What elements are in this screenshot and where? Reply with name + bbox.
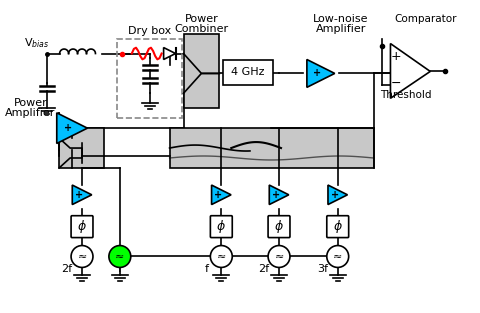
Text: ≈: ≈ [115,251,124,261]
Text: +: + [391,50,402,63]
Text: f: f [204,264,208,275]
Text: Power: Power [13,98,47,108]
Polygon shape [328,185,348,205]
Bar [59,128,104,168]
Text: ≈: ≈ [216,251,226,261]
Text: 3f: 3f [317,264,328,275]
Text: −: − [391,77,402,90]
FancyBboxPatch shape [327,216,348,238]
Text: +: + [215,190,223,200]
Text: +: + [313,69,321,79]
Text: +: + [75,190,84,200]
Circle shape [109,245,131,267]
Text: $\phi$: $\phi$ [77,218,87,235]
Text: Amplifier: Amplifier [5,108,56,118]
Polygon shape [212,185,231,205]
Text: ≈: ≈ [333,251,342,261]
Text: Low-noise: Low-noise [313,14,369,24]
Text: Combiner: Combiner [174,24,228,34]
Circle shape [210,245,232,267]
Text: +: + [272,190,280,200]
Polygon shape [72,185,92,205]
FancyBboxPatch shape [223,60,273,85]
Bar [169,128,373,168]
Circle shape [71,245,93,267]
Text: Threshold: Threshold [380,90,431,100]
Polygon shape [307,59,335,87]
Polygon shape [57,113,87,143]
Text: +: + [64,123,72,133]
Text: Comparator: Comparator [394,14,456,24]
Text: f: f [118,264,122,275]
Circle shape [268,245,290,267]
Text: $\phi$: $\phi$ [333,218,343,235]
Text: Dry box: Dry box [128,26,171,36]
FancyBboxPatch shape [210,216,232,238]
Text: Amplifier: Amplifier [315,24,366,34]
Text: $\phi$: $\phi$ [274,218,284,235]
FancyBboxPatch shape [71,216,93,238]
Text: 4 GHz: 4 GHz [231,67,265,77]
FancyBboxPatch shape [268,216,290,238]
Text: V$_{bias}$: V$_{bias}$ [24,37,50,50]
Bar [183,33,219,108]
Text: +: + [331,190,339,200]
Text: ≈: ≈ [275,251,284,261]
Polygon shape [164,48,176,59]
Text: ≈: ≈ [77,251,87,261]
Polygon shape [269,185,289,205]
Text: $\phi$: $\phi$ [216,218,226,235]
Polygon shape [390,44,430,98]
Text: 2f: 2f [259,264,270,275]
Circle shape [327,245,348,267]
Text: 2f: 2f [61,264,72,275]
Text: Power: Power [184,14,218,24]
